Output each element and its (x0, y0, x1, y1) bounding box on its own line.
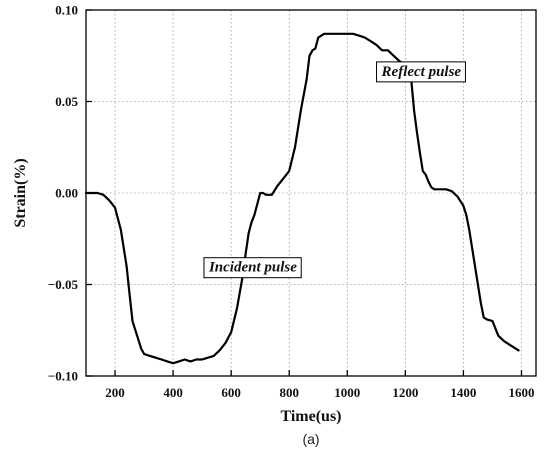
y-tick-label: −0.10 (48, 369, 78, 384)
annotations: Reflect pulse Incident pulse (203, 61, 466, 279)
annotation-text: Incident pulse (208, 260, 297, 276)
x-tick-label: 1600 (508, 385, 534, 400)
y-tick-label: 0.00 (55, 186, 78, 201)
figure-caption: (a) (302, 431, 319, 447)
x-axis-title: Time(us) (280, 408, 341, 425)
annotation-box (203, 257, 302, 279)
reflect-pulse-annotation: Reflect pulse (376, 61, 466, 83)
x-tick-label: 200 (105, 385, 125, 400)
x-tick-label: 400 (163, 385, 183, 400)
x-tick-label: 600 (221, 385, 241, 400)
y-tick-label: 0.05 (55, 94, 78, 109)
x-tick-label: 1400 (450, 385, 476, 400)
x-tick-label: 1000 (334, 385, 360, 400)
y-axis-title: Strain(%) (12, 158, 29, 227)
incident-pulse-annotation: Incident pulse (203, 257, 302, 279)
x-tick-label: 1200 (392, 385, 418, 400)
strain-series-line (84, 32, 520, 365)
y-tick-label: −0.05 (48, 277, 79, 292)
annotation-text: Reflect pulse (381, 64, 462, 80)
grid (86, 10, 536, 376)
axis-tick-labels: 200 400 600 800 1000 1200 1400 1600 0.10 0.05 0.00… (48, 3, 535, 401)
x-tick-label: 800 (279, 385, 299, 400)
y-tick-label: 0.10 (55, 3, 78, 18)
annotation-box (376, 61, 466, 83)
